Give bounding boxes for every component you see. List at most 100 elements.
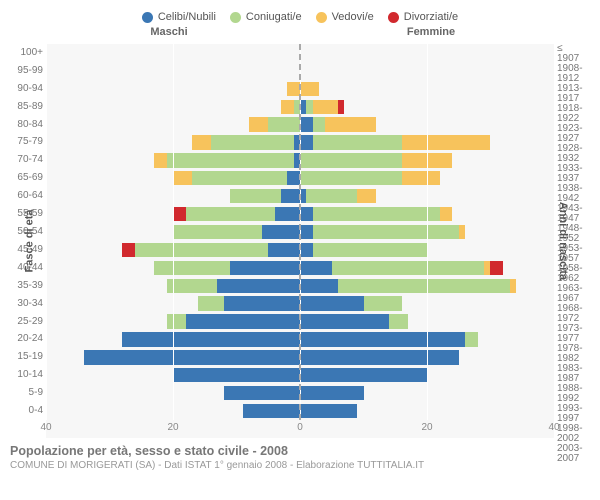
birth-tick: 1913-1917 bbox=[557, 84, 586, 104]
male-half bbox=[46, 169, 300, 187]
female-half bbox=[300, 331, 554, 349]
x-tick: 40 bbox=[548, 422, 559, 433]
bar-segment bbox=[173, 368, 300, 382]
bar-segment bbox=[338, 100, 344, 114]
male-half bbox=[46, 80, 300, 98]
bar-segment bbox=[300, 279, 338, 293]
bar-segment bbox=[313, 225, 459, 239]
x-tick: 20 bbox=[167, 422, 178, 433]
birth-tick: 1978-1982 bbox=[557, 344, 586, 364]
birth-tick: 1963-1967 bbox=[557, 284, 586, 304]
x-tick: 40 bbox=[40, 422, 51, 433]
bar-segment bbox=[84, 350, 300, 364]
birth-tick: 1973-1977 bbox=[557, 324, 586, 344]
female-half bbox=[300, 169, 554, 187]
age-tick: 70-74 bbox=[14, 151, 43, 169]
bar-segment bbox=[313, 135, 402, 149]
age-tick: 0-4 bbox=[14, 402, 43, 420]
birth-tick: 1998-2002 bbox=[557, 424, 586, 444]
bar-segment bbox=[357, 189, 376, 203]
bar-segment bbox=[300, 404, 357, 418]
bar-segment bbox=[275, 207, 300, 221]
bar-segment bbox=[300, 82, 319, 96]
bar-segment bbox=[313, 100, 338, 114]
bar-segment bbox=[300, 225, 313, 239]
birth-tick: 1968-1972 bbox=[557, 304, 586, 324]
male-half bbox=[46, 98, 300, 116]
age-tick: 20-24 bbox=[14, 331, 43, 349]
male-half bbox=[46, 277, 300, 295]
female-half bbox=[300, 116, 554, 134]
bar-segment bbox=[268, 117, 300, 131]
bar-segment bbox=[300, 261, 332, 275]
age-tick: 35-39 bbox=[14, 277, 43, 295]
female-half bbox=[300, 80, 554, 98]
legend-item: Celibi/Nubili bbox=[142, 11, 216, 23]
female-half bbox=[300, 259, 554, 277]
legend-item: Coniugati/e bbox=[230, 11, 302, 23]
x-axis-ticks: 402002040 bbox=[46, 420, 554, 438]
y-axis-label-left: Fasce di età bbox=[23, 210, 35, 273]
female-half bbox=[300, 295, 554, 313]
bar-segment bbox=[300, 117, 313, 131]
legend-label: Vedovi/e bbox=[332, 11, 374, 23]
y-axis-label-right: Anni di nascita bbox=[557, 202, 569, 280]
age-tick: 25-29 bbox=[14, 313, 43, 331]
age-tick: 10-14 bbox=[14, 366, 43, 384]
female-half bbox=[300, 313, 554, 331]
age-tick: 75-79 bbox=[14, 134, 43, 152]
x-tick: 20 bbox=[421, 422, 432, 433]
bar-segment bbox=[173, 207, 186, 221]
female-half bbox=[300, 151, 554, 169]
chart-subtitle: COMUNE DI MORIGERATI (SA) - Dati ISTAT 1… bbox=[10, 460, 590, 471]
age-tick: 95-99 bbox=[14, 62, 43, 80]
x-tick: 0 bbox=[297, 422, 303, 433]
birth-tick: 1983-1987 bbox=[557, 364, 586, 384]
bar-segment bbox=[325, 117, 376, 131]
bar-segment bbox=[217, 279, 300, 293]
birth-tick: 2003-2007 bbox=[557, 444, 586, 464]
bar-segment bbox=[167, 153, 294, 167]
bar-segment bbox=[402, 135, 491, 149]
male-half bbox=[46, 313, 300, 331]
bar-segment bbox=[198, 296, 223, 310]
bar-segment bbox=[173, 225, 262, 239]
male-half bbox=[46, 384, 300, 402]
bar-segment bbox=[313, 207, 440, 221]
legend-swatch bbox=[230, 12, 241, 23]
bar-segment bbox=[300, 171, 402, 185]
bar-segment bbox=[300, 350, 459, 364]
male-half bbox=[46, 62, 300, 80]
legend: Celibi/Nubili Coniugati/e Vedovi/e Divorzia… bbox=[0, 0, 600, 26]
male-half bbox=[46, 44, 300, 62]
bar-segment bbox=[154, 153, 167, 167]
bar-segment bbox=[192, 135, 211, 149]
age-tick: 100+ bbox=[14, 44, 43, 62]
female-half bbox=[300, 402, 554, 420]
legend-item: Divorziati/e bbox=[388, 11, 458, 23]
female-half bbox=[300, 348, 554, 366]
bar-segment bbox=[154, 261, 230, 275]
bar-segment bbox=[465, 332, 478, 346]
bar-segment bbox=[300, 207, 313, 221]
bar-segment bbox=[338, 279, 509, 293]
female-header: Femmine bbox=[300, 26, 562, 44]
bar-segment bbox=[490, 261, 503, 275]
female-half bbox=[300, 98, 554, 116]
legend-label: Celibi/Nubili bbox=[158, 11, 216, 23]
bar-segment bbox=[300, 314, 389, 328]
male-half bbox=[46, 366, 300, 384]
bar-segment bbox=[300, 296, 364, 310]
bar-segment bbox=[313, 243, 427, 257]
center-dashed-line bbox=[299, 44, 301, 420]
bar-segment bbox=[249, 117, 268, 131]
male-half bbox=[46, 241, 300, 259]
plot-area: Fasce di età Anni di nascita 100+95-9990… bbox=[0, 44, 600, 438]
bars-area: 402002040 bbox=[46, 44, 554, 438]
female-half bbox=[300, 187, 554, 205]
bar-segment bbox=[211, 135, 294, 149]
legend-item: Vedovi/e bbox=[316, 11, 374, 23]
chart-title: Popolazione per età, sesso e stato civil… bbox=[10, 444, 590, 458]
bar-segment bbox=[230, 261, 300, 275]
legend-swatch bbox=[316, 12, 327, 23]
